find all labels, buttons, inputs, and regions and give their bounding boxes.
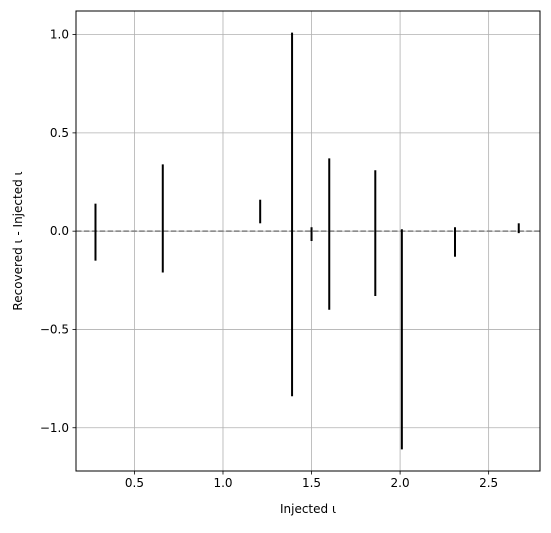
y-axis-label: Recovered ι - Injected ι: [11, 171, 25, 310]
x-axis-label: Injected ι: [280, 502, 336, 516]
y-tick-label: 1.0: [50, 28, 69, 42]
y-tick-label: 0.0: [50, 224, 69, 238]
grid-layer: [76, 11, 540, 471]
ticks-layer: 0.5 1.0 1.5 2.0 2.5 −1.0 −0.5 0.0 0.5 1.0: [40, 28, 498, 490]
plot-frame: [75, 10, 541, 472]
x-tick-label: 2.0: [391, 476, 410, 490]
y-tick-label: −0.5: [40, 322, 69, 336]
x-tick-label: 2.5: [479, 476, 498, 490]
y-tick-label: −1.0: [40, 421, 69, 435]
x-tick-label: 0.5: [125, 476, 144, 490]
y-tick-label: 0.5: [50, 126, 69, 140]
error-bars-layer: [94, 32, 520, 450]
x-tick-label: 1.5: [302, 476, 321, 490]
x-tick-label: 1.0: [213, 476, 232, 490]
